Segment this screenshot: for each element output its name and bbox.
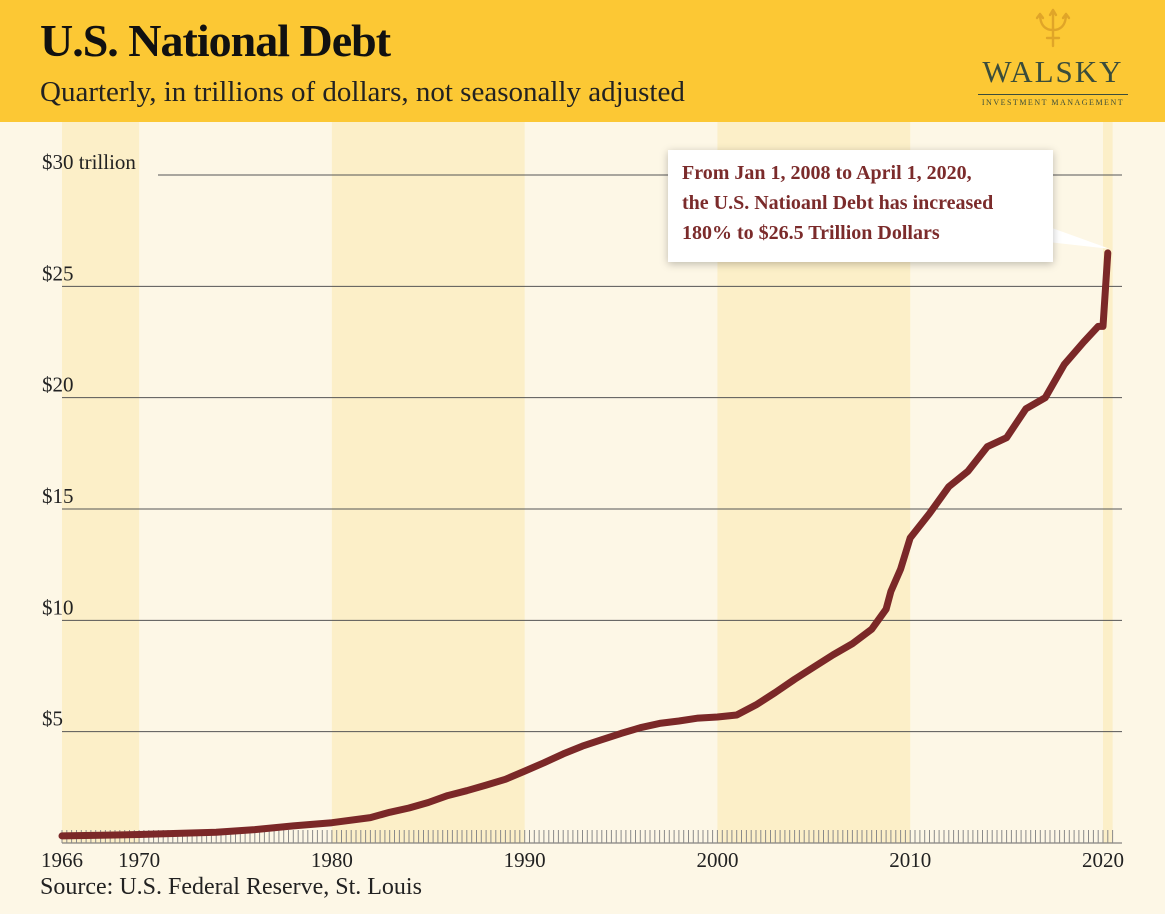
x-tick-label: 1970: [118, 848, 160, 872]
x-tick-label: 1966: [41, 848, 83, 872]
y-tick-label: $30 trillion: [42, 150, 136, 174]
callout-line-1: From Jan 1, 2008 to April 1, 2020,: [682, 162, 972, 184]
x-tick-label: 2000: [696, 848, 738, 872]
source-note: Source: U.S. Federal Reserve, St. Louis: [40, 874, 422, 900]
walsky-logo: WALSKY INVESTMENT MANAGEMENT: [978, 8, 1128, 116]
y-tick-label: $5: [42, 707, 63, 731]
page-subtitle: Quarterly, in trillions of dollars, not …: [40, 76, 685, 108]
header-banner: U.S. National Debt Quarterly, in trillio…: [0, 0, 1165, 122]
x-tick-label: 2020: [1082, 848, 1124, 872]
logo-name: WALSKY: [982, 54, 1124, 89]
x-tick-label: 1980: [311, 848, 353, 872]
shaded-band-0: [62, 122, 140, 843]
debt-series-line: [58, 249, 1112, 840]
trident-icon: [1035, 8, 1071, 48]
y-tick-label: $25: [42, 261, 74, 285]
x-tick-label: 2010: [889, 848, 931, 872]
x-tick-label: 1990: [504, 848, 546, 872]
logo-tagline: INVESTMENT MANAGEMENT: [978, 94, 1128, 107]
shaded-band-3: [1103, 122, 1113, 843]
y-tick-label: $15: [42, 484, 74, 508]
y-tick-label: $20: [42, 373, 74, 397]
annotation-callout: From Jan 1, 2008 to April 1, 2020, the U…: [668, 150, 1053, 262]
callout-line-2: the U.S. Natioanl Debt has increased: [682, 192, 994, 214]
page-title: U.S. National Debt: [40, 15, 391, 66]
y-tick-label: $10: [42, 595, 74, 619]
shaded-band-1: [331, 122, 525, 843]
callout-line-3: 180% to $26.5 Trillion Dollars: [682, 222, 940, 244]
